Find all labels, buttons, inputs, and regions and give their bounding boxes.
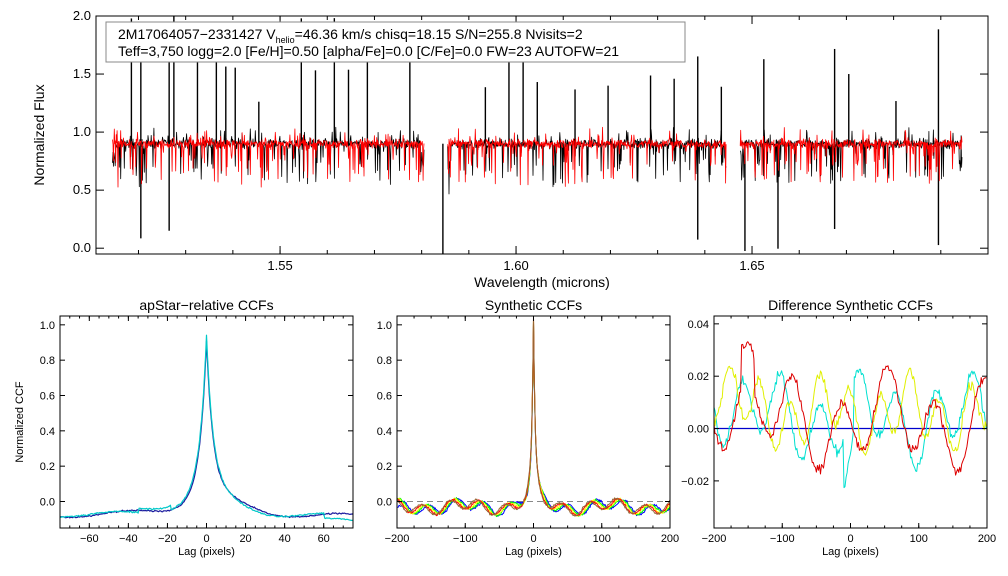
axes-frame [713, 315, 988, 529]
legend-line: 2M17064057−2331427 Vhelio=46.36 km/s chi… [118, 26, 583, 45]
x-tick-label: −200 [385, 533, 410, 545]
x-tick-label: −100 [453, 533, 478, 545]
x-tick-label: 100 [593, 533, 611, 545]
axes-frame [396, 315, 671, 529]
series-synthetic-spectrum [112, 128, 425, 188]
y-axis-label: Normalized CCF [14, 381, 26, 463]
y-tick-label: 0.8 [40, 355, 55, 367]
series-observed-spectrum [447, 127, 727, 195]
y-tick-label: 0.02 [688, 371, 709, 383]
y-tick-label: 0.0 [40, 497, 55, 509]
legend-text: 2M17064057−2331427 V [118, 26, 276, 42]
panel-difference_ccf: −200 −100 0 100 200 −0.02 0.00 0.02 0.04 Differen… [681, 297, 996, 558]
ccf-series-2 [60, 334, 353, 522]
x-tick-label: 100 [910, 533, 928, 545]
x-tick-label: 0 [847, 533, 853, 545]
x-tick-label: −40 [119, 533, 138, 545]
y-tick-label: 0.5 [73, 182, 91, 197]
y-tick-label: 0.2 [377, 461, 392, 473]
y-tick-label: 0.6 [40, 391, 55, 403]
panel-title: Synthetic CCFs [485, 297, 582, 313]
x-axis-label: Wavelength (microns) [474, 274, 610, 290]
x-tick-label: 40 [279, 533, 291, 545]
plot-area [112, 16, 963, 254]
x-tick-label: 1.55 [267, 258, 292, 273]
y-tick-label: 0.8 [377, 355, 392, 367]
y-tick-label: 1.0 [73, 124, 91, 139]
y-axis-label: Normalized Flux [31, 84, 47, 185]
difference-ccf-1 [714, 368, 987, 489]
x-tick-label: 1.65 [739, 258, 764, 273]
x-tick-label: 20 [239, 533, 251, 545]
x-axis-label: Lag (pixels) [505, 546, 562, 558]
x-tick-label: −100 [770, 533, 795, 545]
x-tick-label: −20 [158, 533, 177, 545]
x-tick-label: 0 [530, 533, 536, 545]
y-tick-label: 0.00 [688, 424, 709, 436]
y-tick-label: 0.4 [377, 426, 392, 438]
x-tick-label: 200 [661, 533, 679, 545]
plot-area [60, 334, 353, 522]
y-tick-label: 0.6 [377, 391, 392, 403]
x-tick-label: −200 [702, 533, 727, 545]
axes-frame [95, 15, 989, 255]
legend-text: Teff=3,750 logg=2.0 [Fe/H]=0.50 [alpha/F… [118, 43, 619, 59]
x-tick-label: 60 [318, 533, 330, 545]
legend-text: =46.36 km/s chisq=18.15 S/N=255.8 Nvisit… [295, 26, 583, 42]
y-tick-label: 0.0 [377, 497, 392, 509]
y-tick-label: 0.2 [40, 461, 55, 473]
y-tick-label: 0.4 [40, 426, 55, 438]
legend-box: 2M17064057−2331427 Vhelio=46.36 km/s chi… [105, 21, 686, 63]
y-tick-label: 0.0 [73, 240, 91, 255]
panel-title: apStar−relative CCFs [139, 297, 273, 313]
x-tick-label: 0 [203, 533, 209, 545]
series-synthetic-spectrum [739, 127, 963, 184]
x-axis-label: Lag (pixels) [178, 546, 235, 558]
panel-apstar_ccf: −60 −40 −20 0 20 40 60 0.0 0.2 0.4 0.6 0.8 1.0 apStar… [14, 297, 354, 558]
legend-line: Teff=3,750 logg=2.0 [Fe/H]=0.50 [alpha/F… [118, 43, 619, 59]
difference-ccf-3 [714, 341, 987, 476]
series-synthetic-spectrum [447, 126, 727, 187]
y-tick-label: −0.02 [681, 476, 709, 488]
y-tick-label: 2.0 [73, 8, 91, 23]
y-tick-label: 0.04 [688, 319, 709, 331]
x-tick-label: 1.60 [503, 258, 528, 273]
axes-frame [59, 315, 354, 529]
panel-spectrum: 1.55 1.60 1.65 0.0 0.5 1.0 1.5 2.0 Wavelength (m… [31, 8, 989, 290]
x-tick-label: 200 [978, 533, 996, 545]
legend-subscript: helio [276, 35, 295, 45]
synthetic-ccf-5 [397, 317, 670, 517]
panel-synthetic_ccf: −200 −100 0 100 200 0.0 0.2 0.4 0.6 0.8 1.0 Synthet… [377, 297, 679, 558]
legend-frame [105, 21, 686, 63]
x-axis-label: Lag (pixels) [822, 546, 879, 558]
y-tick-label: 1.0 [40, 320, 55, 332]
y-tick-label: 1.5 [73, 66, 91, 81]
plot-area [397, 316, 670, 518]
difference-ccf-2 [714, 365, 987, 456]
y-tick-label: 1.0 [377, 320, 392, 332]
panel-title: Difference Synthetic CCFs [768, 297, 933, 313]
x-tick-label: −60 [80, 533, 99, 545]
plot-area [714, 341, 987, 489]
ccf-series-1 [60, 340, 353, 519]
